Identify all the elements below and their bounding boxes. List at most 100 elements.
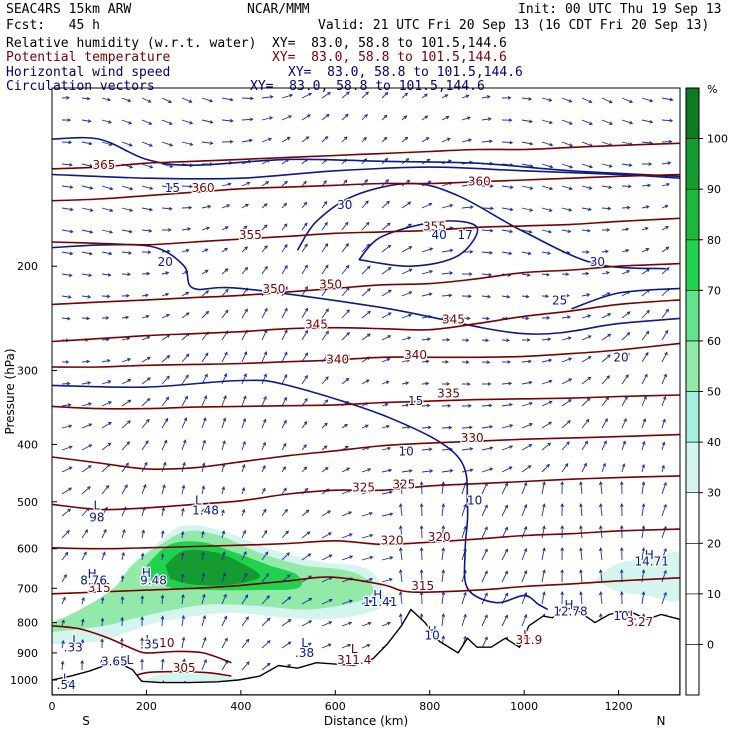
circulation-vector	[301, 642, 312, 649]
circulation-vector	[581, 163, 593, 168]
circulation-vector	[421, 404, 430, 407]
circulation-arrowhead	[244, 594, 249, 599]
circulation-arrowhead	[389, 534, 394, 538]
circulation-vector	[81, 402, 92, 407]
circulation-arrowhead	[66, 95, 70, 100]
circulation-arrowhead	[528, 119, 533, 124]
circulation-arrowhead	[161, 680, 165, 683]
circulation-arrowhead	[328, 621, 333, 625]
circulation-arrowhead	[305, 509, 310, 514]
circulation-vector	[321, 621, 332, 627]
circulation-arrowhead	[419, 547, 424, 551]
circulation-arrowhead	[324, 135, 329, 140]
circulation-vector	[521, 482, 527, 495]
circulation-vector	[241, 441, 246, 451]
circulation-vector	[81, 551, 87, 561]
circulation-arrowhead	[323, 445, 328, 449]
circulation-vector	[201, 395, 207, 407]
circulation-arrowhead	[568, 208, 573, 212]
circulation-vector	[601, 313, 611, 319]
circulation-vector	[361, 379, 370, 385]
circulation-vector	[581, 397, 591, 407]
x-tick-label: 800	[419, 700, 440, 713]
circulation-vector	[201, 269, 209, 275]
colorbar-swatch	[685, 138, 700, 190]
circulation-vector	[321, 445, 327, 451]
circulation-arrowhead	[542, 503, 546, 508]
circulation-vector	[521, 273, 530, 276]
circulation-vector	[221, 418, 226, 429]
wind-label: 20	[613, 351, 628, 365]
circulation-vector	[221, 247, 228, 253]
circulation-arrowhead	[69, 229, 74, 234]
circulation-vector	[561, 316, 571, 319]
circulation-arrowhead	[324, 221, 328, 226]
circulation-arrowhead	[149, 186, 154, 190]
circulation-vector	[521, 614, 527, 627]
circulation-arrowhead	[204, 373, 208, 378]
circulation-arrowhead	[325, 353, 329, 358]
circulation-vector	[501, 505, 508, 517]
circulation-vector	[361, 310, 371, 319]
circulation-vector	[541, 251, 551, 255]
theta-contour-365	[52, 142, 680, 170]
circulation-vector	[201, 637, 207, 649]
circulation-vector	[541, 207, 552, 212]
circulation-vector	[461, 592, 467, 605]
y-axis-label: Pressure (hPa)	[3, 348, 17, 434]
circulation-arrowhead	[209, 120, 214, 124]
wind-label: 30	[337, 198, 352, 212]
circulation-arrowhead	[398, 591, 403, 596]
circulation-vector	[161, 553, 164, 561]
circulation-vector	[421, 426, 431, 429]
circulation-arrowhead	[284, 307, 288, 312]
x-tick-label: 1000	[510, 700, 538, 713]
circulation-vector	[301, 421, 308, 429]
circulation-arrowhead	[147, 250, 152, 254]
wind-label: 15	[408, 394, 423, 408]
circulation-arrowhead	[441, 613, 446, 618]
circulation-arrowhead	[509, 445, 514, 449]
circulation-vector	[600, 570, 603, 583]
circulation-arrowhead	[245, 616, 249, 621]
circulation-vector	[541, 548, 545, 561]
circulation-arrowhead	[523, 569, 528, 574]
circulation-vector	[221, 395, 227, 407]
circulation-arrowhead	[205, 290, 210, 294]
circulation-vector	[641, 526, 645, 539]
circulation-vector	[521, 207, 533, 211]
circulation-vector	[281, 115, 292, 121]
circulation-vector	[121, 575, 124, 583]
circulation-arrowhead	[568, 357, 573, 361]
circulation-arrowhead	[224, 268, 229, 272]
circulation-vector	[561, 357, 572, 363]
colorbar-unit: %	[707, 83, 717, 96]
circulation-arrowhead	[182, 439, 187, 444]
circulation-arrowhead	[64, 551, 69, 556]
circulation-vector	[501, 229, 513, 233]
y-tick-label: 400	[17, 438, 38, 451]
circulation-vector	[481, 468, 493, 473]
circulation-vector	[181, 312, 190, 319]
circulation-vector	[181, 615, 185, 627]
circulation-vector	[61, 508, 71, 517]
circulation-vector	[661, 396, 666, 407]
circulation-vector	[261, 573, 269, 583]
circulation-vector	[381, 535, 393, 539]
circulation-arrowhead	[386, 424, 390, 429]
circulation-arrowhead	[147, 99, 152, 103]
circulation-vector	[581, 294, 590, 297]
circulation-arrowhead	[106, 359, 111, 363]
x-tick-label: 400	[230, 700, 251, 713]
circulation-arrowhead	[263, 373, 267, 378]
circulation-arrowhead	[387, 335, 392, 339]
circulation-vector	[241, 616, 249, 627]
circulation-arrowhead	[444, 94, 449, 98]
circulation-arrowhead	[525, 316, 530, 321]
circulation-arrowhead	[641, 481, 646, 486]
circulation-vector	[201, 184, 212, 187]
circulation-vector	[121, 596, 124, 605]
circulation-arrowhead	[140, 552, 145, 557]
circulation-vector	[321, 599, 333, 605]
circulation-vector	[661, 246, 669, 253]
